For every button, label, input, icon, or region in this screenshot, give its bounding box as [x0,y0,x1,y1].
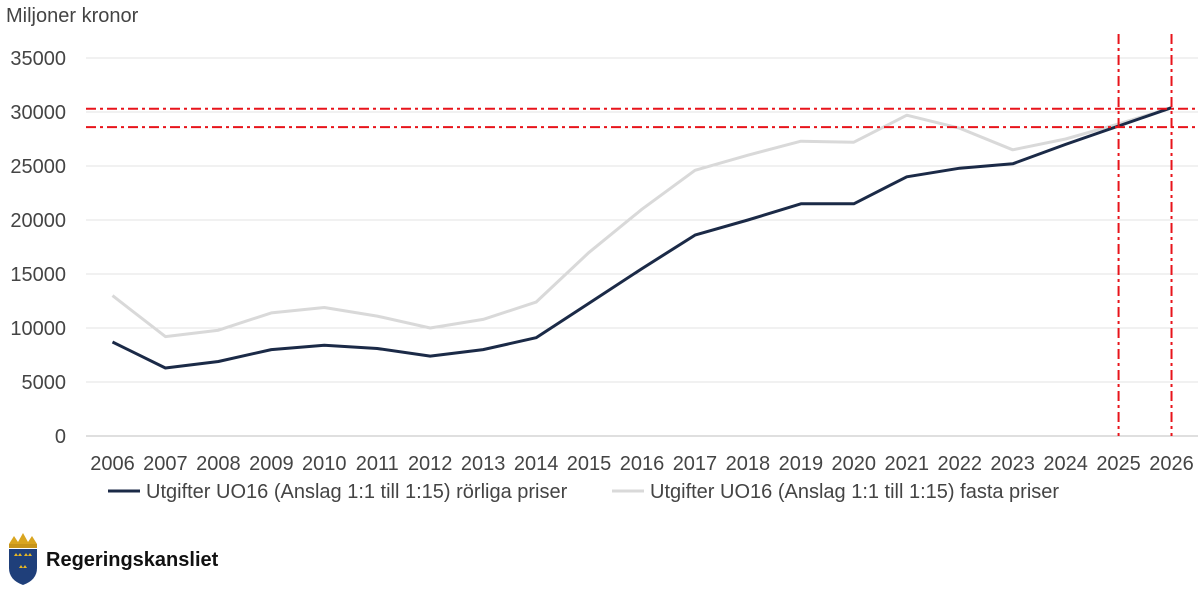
x-tick-label: 2025 [1096,453,1141,475]
legend-label: Utgifter UO16 (Anslag 1:1 till 1:15) fas… [650,481,1059,503]
x-tick-label: 2007 [143,453,188,475]
grid-lines [86,57,1198,437]
x-tick-label: 2008 [196,453,241,475]
y-tick-label: 25000 [10,156,66,178]
y-tick-labels: 0 5000 10000 15000 20000 25000 30000 35000 [10,48,66,448]
logo: Regeringskansliet [6,530,218,591]
x-tick-label: 2010 [302,453,347,475]
x-tick-label: 2023 [990,453,1035,475]
x-tick-label: 2020 [832,453,877,475]
y-tick-label: 0 [55,426,66,448]
y-tick-label: 30000 [10,102,66,124]
y-tick-label: 10000 [10,318,66,340]
x-tick-label: 2011 [356,453,399,475]
x-tick-label: 2009 [249,453,294,475]
x-tick-label: 2019 [779,453,824,475]
x-tick-label: 2012 [408,453,453,475]
x-tick-label: 2017 [673,453,718,475]
x-tick-label: 2015 [567,453,612,475]
x-tick-label: 2024 [1043,453,1088,475]
x-tick-label: 2018 [726,453,771,475]
x-tick-label: 2026 [1149,453,1194,475]
x-tick-label: 2013 [461,453,506,475]
legend: Utgifter UO16 (Anslag 1:1 till 1:15) rör… [108,481,1059,503]
crown-shield-icon [6,530,40,591]
y-tick-label: 5000 [22,372,67,394]
series-line-2 [111,106,1172,339]
y-axis-label: Miljoner kronor [6,5,139,27]
series-lines [111,106,1172,370]
x-tick-label: 2014 [514,453,559,475]
x-tick-label: 2006 [90,453,135,475]
y-tick-label: 15000 [10,264,66,286]
y-tick-label: 20000 [10,210,66,232]
x-tick-labels: 2006 2007 2008 2009 2010 2011 2012 2013 2014 2015… [90,453,1194,475]
x-tick-label: 2021 [885,453,930,475]
x-tick-label: 2016 [620,453,665,475]
x-tick-label: 2022 [937,453,982,475]
y-tick-label: 35000 [10,48,66,70]
logo-text: Regeringskansliet [46,549,219,571]
series-line-1 [111,106,1172,370]
legend-label: Utgifter UO16 (Anslag 1:1 till 1:15) rör… [146,481,568,503]
reference-lines [86,34,1198,436]
